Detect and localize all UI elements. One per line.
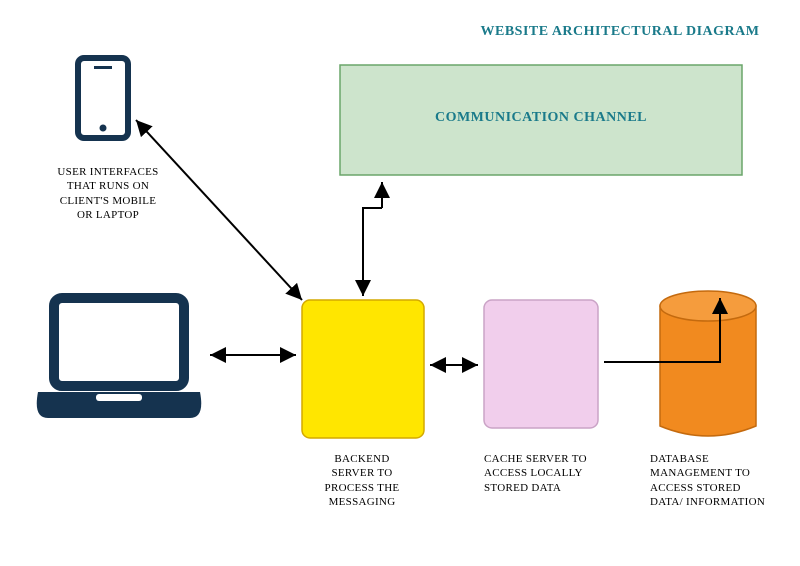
ui-label: USER INTERFACES THAT RUNS ON CLIENT'S MO… [55, 165, 161, 222]
cache-label: CACHE SERVER TO ACCESS LOCALLY STORED DA… [484, 452, 604, 495]
cache-box [484, 300, 598, 428]
database-cylinder [660, 291, 756, 436]
laptop-icon [37, 298, 202, 418]
edge-backend-comm [363, 208, 382, 296]
phone-icon [78, 58, 128, 138]
db-label: DATABASE MANAGEMENT TO ACCESS STORED DAT… [650, 452, 770, 509]
comm-channel-label: COMMUNICATION CHANNEL [340, 110, 742, 126]
backend-box [302, 300, 424, 438]
backend-label: BACKEND SERVER TO PROCESS THE MESSAGING [312, 452, 412, 509]
